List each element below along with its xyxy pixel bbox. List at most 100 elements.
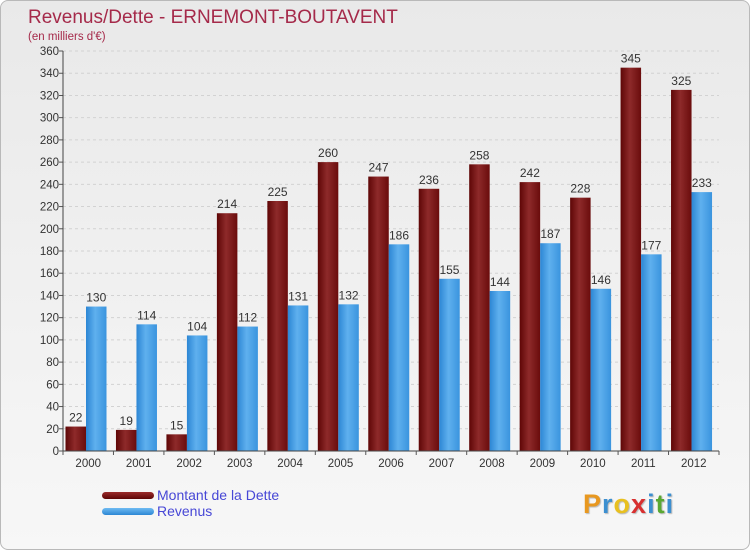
bar-debt (519, 182, 541, 451)
bar-revenue (287, 305, 309, 451)
y-tick-label: 40 (46, 402, 59, 414)
bar-revenue (186, 335, 208, 451)
logo-letter: t (655, 489, 666, 519)
data-label-revenue: 155 (439, 263, 459, 277)
data-label-debt: 225 (268, 185, 288, 199)
legend-label-debt: Montant de la Dette (157, 487, 280, 503)
data-label-revenue: 177 (641, 238, 661, 252)
bar-revenue (590, 288, 612, 451)
data-label-revenue: 144 (490, 275, 510, 289)
bar-revenue (540, 243, 561, 451)
y-tick-label: 360 (40, 46, 59, 58)
bar-debt (65, 426, 86, 451)
y-tick-label: 180 (40, 246, 59, 258)
chart-subtitle: (en milliers d'€) (28, 31, 106, 43)
logo-letter: i (665, 489, 675, 519)
bar-revenue (136, 324, 157, 451)
bar-debt (115, 429, 137, 451)
data-label-debt: 15 (170, 418, 184, 432)
y-tick-label: 240 (40, 179, 59, 191)
y-tick-label: 300 (40, 113, 59, 125)
data-label-debt: 242 (520, 166, 540, 180)
x-tick-label: 2004 (277, 458, 303, 470)
legend-swatch-revenue (102, 508, 154, 515)
data-label-revenue: 131 (288, 289, 308, 303)
y-tick-label: 60 (46, 379, 59, 391)
logo-letter: i (647, 489, 656, 519)
x-tick-label: 2009 (530, 458, 556, 470)
y-tick-label: 120 (40, 313, 59, 325)
y-tick-label: 340 (40, 68, 59, 80)
data-label-debt: 345 (621, 52, 641, 66)
data-label-revenue: 104 (187, 319, 207, 333)
data-label-debt: 22 (69, 411, 83, 425)
data-label-revenue: 187 (540, 227, 560, 241)
x-tick-label: 2003 (227, 458, 253, 470)
bar-revenue (641, 254, 662, 451)
bar-debt (469, 164, 490, 452)
y-tick-label: 220 (40, 202, 59, 214)
chart-title: Revenus/Dette - ERNEMONT-BOUTAVENT (28, 7, 398, 28)
data-label-debt: 19 (120, 414, 134, 428)
data-label-debt: 236 (419, 173, 439, 187)
data-label-debt: 228 (570, 182, 590, 196)
bar-debt (368, 176, 389, 452)
x-tick-label: 2012 (681, 458, 707, 470)
bar-debt (418, 188, 440, 451)
x-tick-label: 2001 (126, 458, 152, 470)
bar-revenue (439, 278, 460, 451)
x-tick-label: 2005 (328, 458, 354, 470)
bar-debt (317, 162, 339, 451)
bar-revenue (86, 306, 107, 451)
proxiti-logo: Proxiti (583, 489, 674, 520)
y-tick-label: 280 (40, 135, 59, 147)
x-tick-label: 2006 (378, 458, 404, 470)
y-tick-label: 140 (40, 290, 59, 302)
logo-letter: o (613, 489, 632, 519)
bar-debt (216, 213, 238, 451)
x-tick-label: 2008 (479, 458, 505, 470)
x-tick-label: 2000 (75, 458, 101, 470)
y-tick-label: 260 (40, 157, 59, 169)
y-tick-label: 320 (40, 90, 59, 102)
bar-debt (267, 201, 288, 451)
x-tick-label: 2007 (429, 458, 455, 470)
bar-debt (620, 67, 642, 452)
bar-revenue (237, 326, 258, 451)
bar-revenue (691, 192, 713, 451)
y-tick-label: 80 (46, 357, 59, 369)
data-label-revenue: 130 (86, 291, 106, 305)
y-axis: 0 20 40 60 80 100 120 140 160 180 200 220 240 260 280 3… (40, 46, 64, 458)
data-label-revenue: 114 (137, 308, 156, 322)
data-label-revenue: 186 (389, 228, 409, 242)
bar-debt (166, 434, 187, 451)
data-label-debt: 260 (318, 146, 338, 160)
data-labels: 22 130 19 114 15 104 214 112 225 131 260 132 247 186 2… (69, 52, 712, 433)
bar-debt (671, 89, 692, 451)
legend-label-revenue: Revenus (157, 503, 213, 519)
x-tick-label: 2002 (176, 458, 202, 470)
x-axis: 2000 2001 2002 2003 2004 2005 2006 2007 2008 2009… (62, 450, 720, 470)
data-label-revenue: 233 (692, 176, 712, 190)
x-tick-label: 2010 (580, 458, 606, 470)
data-label-revenue: 146 (591, 273, 611, 287)
data-label-revenue: 132 (339, 288, 359, 302)
data-label-debt: 325 (671, 74, 691, 88)
data-label-debt: 214 (217, 197, 237, 211)
y-tick-label: 0 (53, 446, 59, 458)
data-label-revenue: 112 (238, 311, 257, 325)
bars (65, 67, 713, 452)
bar-revenue (489, 291, 511, 451)
bar-revenue (388, 244, 410, 451)
logo-letter: x (631, 489, 648, 519)
logo-letter: r (602, 489, 614, 519)
y-tick-label: 20 (46, 424, 59, 436)
logo-letter: P (583, 489, 603, 519)
data-label-debt: 258 (469, 148, 489, 162)
x-tick-label: 2011 (631, 458, 656, 470)
y-tick-label: 100 (40, 335, 59, 347)
bar-revenue (338, 304, 359, 451)
legend-swatch-debt (102, 492, 154, 499)
